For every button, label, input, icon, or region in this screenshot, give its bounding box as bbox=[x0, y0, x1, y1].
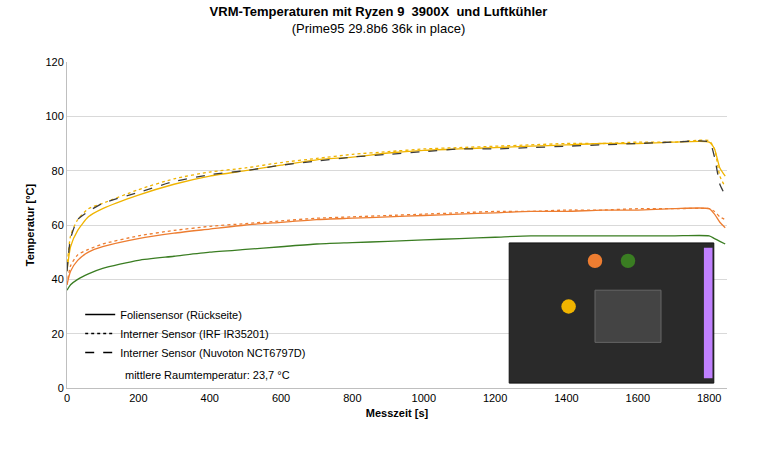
svg-text:120: 120 bbox=[45, 56, 63, 68]
svg-text:0: 0 bbox=[64, 392, 70, 404]
svg-text:200: 200 bbox=[129, 392, 147, 404]
svg-text:800: 800 bbox=[343, 392, 361, 404]
svg-text:1800: 1800 bbox=[697, 392, 721, 404]
svg-text:20: 20 bbox=[52, 328, 64, 340]
svg-text:1600: 1600 bbox=[626, 392, 650, 404]
svg-text:Foliensensor (Rückseite): Foliensensor (Rückseite) bbox=[120, 309, 242, 321]
svg-text:80: 80 bbox=[52, 165, 64, 177]
svg-text:Temperatur [°C]: Temperatur [°C] bbox=[24, 183, 36, 266]
svg-text:0: 0 bbox=[58, 382, 64, 394]
svg-text:VRM-Temperaturen mit Ryzen 9: VRM-Temperaturen mit Ryzen 9 3900X und L… bbox=[210, 4, 548, 36]
svg-text:1000: 1000 bbox=[412, 392, 436, 404]
svg-text:Interner Sensor (IRF IR35201): Interner Sensor (IRF IR35201) bbox=[120, 328, 269, 340]
svg-text:400: 400 bbox=[201, 392, 219, 404]
svg-text:1200: 1200 bbox=[483, 392, 507, 404]
svg-text:40: 40 bbox=[52, 273, 64, 285]
svg-text:100: 100 bbox=[45, 110, 63, 122]
svg-text:mittlere Raumtemperatur: 23,7: mittlere Raumtemperatur: 23,7 °C bbox=[125, 369, 290, 381]
svg-text:Messzeit [s]: Messzeit [s] bbox=[366, 407, 429, 419]
svg-text:600: 600 bbox=[272, 392, 290, 404]
svg-text:Interner Sensor (Nuvoton NCT67: Interner Sensor (Nuvoton NCT6797D) bbox=[120, 347, 305, 359]
svg-text:1400: 1400 bbox=[554, 392, 578, 404]
svg-text:60: 60 bbox=[52, 219, 64, 231]
